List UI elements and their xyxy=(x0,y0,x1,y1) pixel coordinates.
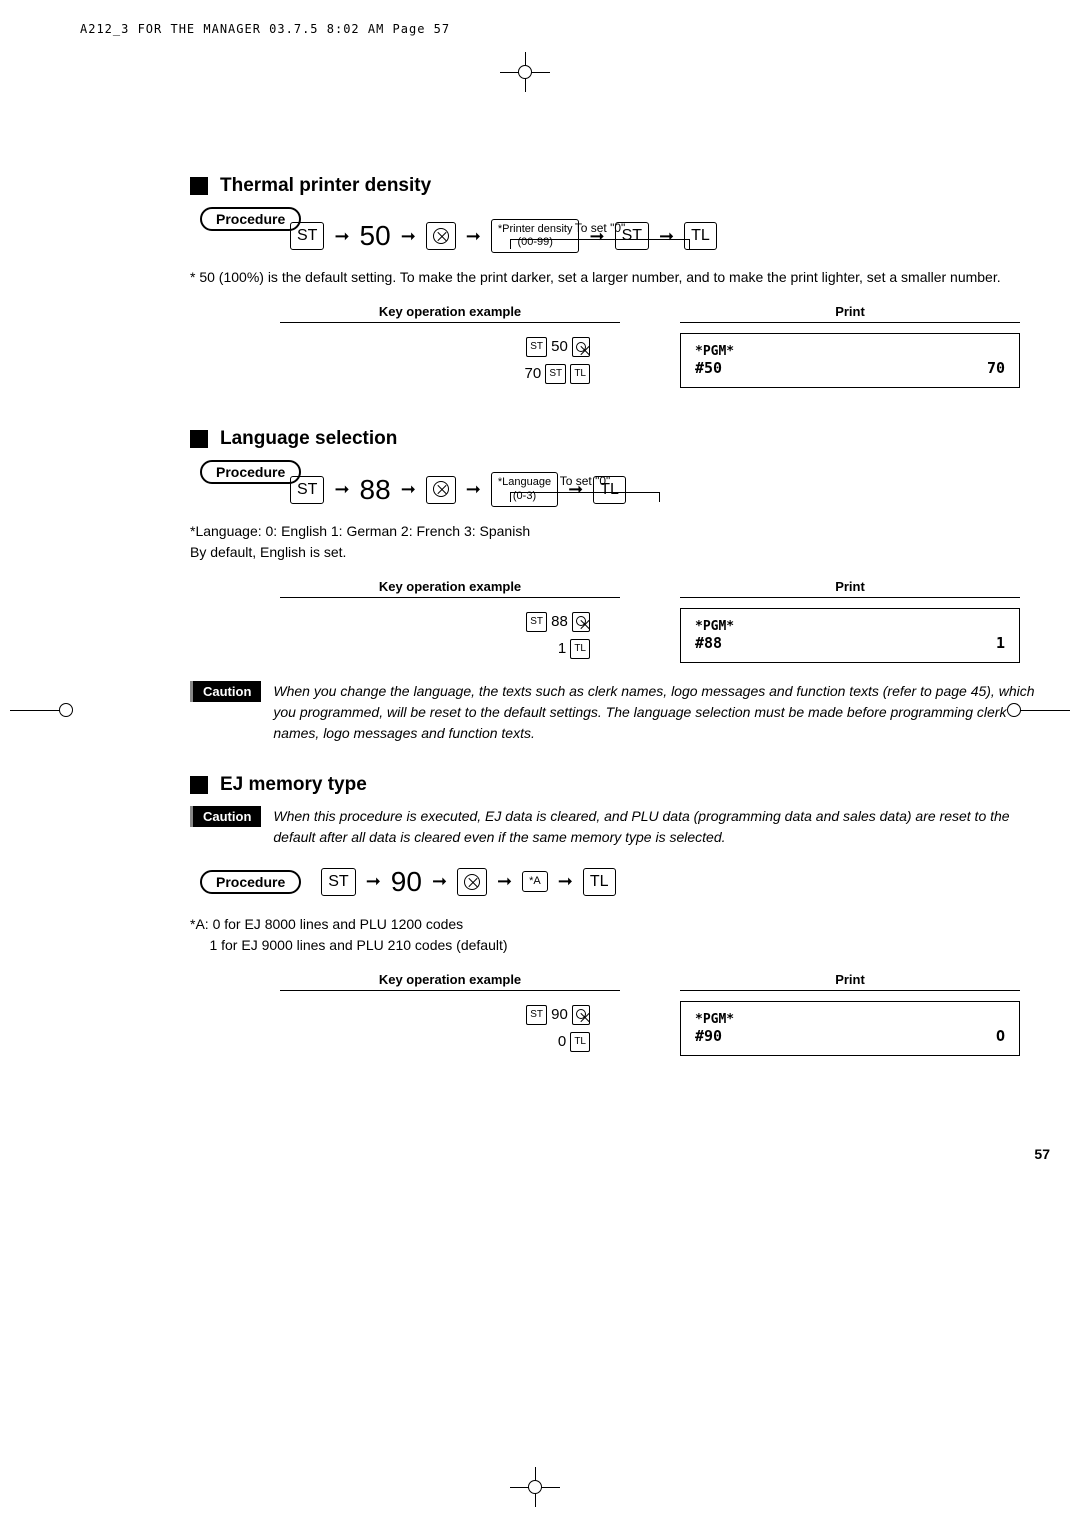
section-ej: EJ memory type Caution When this procedu… xyxy=(190,774,1050,1056)
note: * 50 (100%) is the default setting. To m… xyxy=(190,267,1050,288)
caution-text: When this procedure is executed, EJ data… xyxy=(273,806,1050,848)
procedure-pill: Procedure xyxy=(200,460,301,484)
code: 90 xyxy=(391,866,422,898)
page-number: 57 xyxy=(190,1146,1050,1162)
crop-top xyxy=(500,72,550,73)
section-thermal: Thermal printer density Procedure To set… xyxy=(190,175,1050,388)
procedure-pill: Procedure xyxy=(200,870,301,894)
section-language: Language selection Procedure To set "0" … xyxy=(190,428,1050,743)
caution-badge: Caution xyxy=(190,806,261,827)
keyop-title: Key operation example xyxy=(280,972,620,991)
print-output: *PGM* #5070 xyxy=(680,333,1020,388)
print-title: Print xyxy=(680,972,1020,991)
keyop-title: Key operation example xyxy=(280,304,620,323)
title: Language selection xyxy=(220,428,397,450)
x-key xyxy=(457,868,487,896)
param: *Language (0-3) xyxy=(491,472,558,506)
print-output: *PGM* #90O xyxy=(680,1001,1020,1056)
key-sequence: ST 50 70 ST TL xyxy=(280,333,620,387)
lang-note: *Language: 0: English 1: German 2: Frenc… xyxy=(190,521,1050,563)
code: 50 xyxy=(360,220,391,252)
keyop-title: Key operation example xyxy=(280,579,620,598)
crop-bottom xyxy=(510,1487,560,1488)
print-output: *PGM* #881 xyxy=(680,608,1020,663)
param: *A xyxy=(522,871,548,892)
title: Thermal printer density xyxy=(220,175,431,197)
a-note: *A: 0 for EJ 8000 lines and PLU 1200 cod… xyxy=(190,914,1050,956)
code: 88 xyxy=(360,474,391,506)
key-sequence: ST 88 1 TL xyxy=(280,608,620,662)
x-key xyxy=(426,476,456,504)
st-key: ST xyxy=(321,868,355,896)
crop-left xyxy=(10,710,66,711)
caution-text: When you change the language, the texts … xyxy=(273,681,1050,744)
header-slug: A212_3 FOR THE MANAGER 03.7.5 8:02 AM Pa… xyxy=(80,22,450,36)
caution-badge: Caution xyxy=(190,681,261,702)
title: EJ memory type xyxy=(220,774,367,796)
x-key xyxy=(426,222,456,250)
st-key: ST xyxy=(290,222,324,250)
tl-key: TL xyxy=(593,476,626,504)
setzero: To set "0" xyxy=(575,221,626,235)
print-title: Print xyxy=(680,304,1020,323)
procedure-pill: Procedure xyxy=(200,207,301,231)
print-title: Print xyxy=(680,579,1020,598)
st-key: ST xyxy=(290,476,324,504)
tl-key: TL xyxy=(583,868,616,896)
key-sequence: ST 90 0 TL xyxy=(280,1001,620,1055)
